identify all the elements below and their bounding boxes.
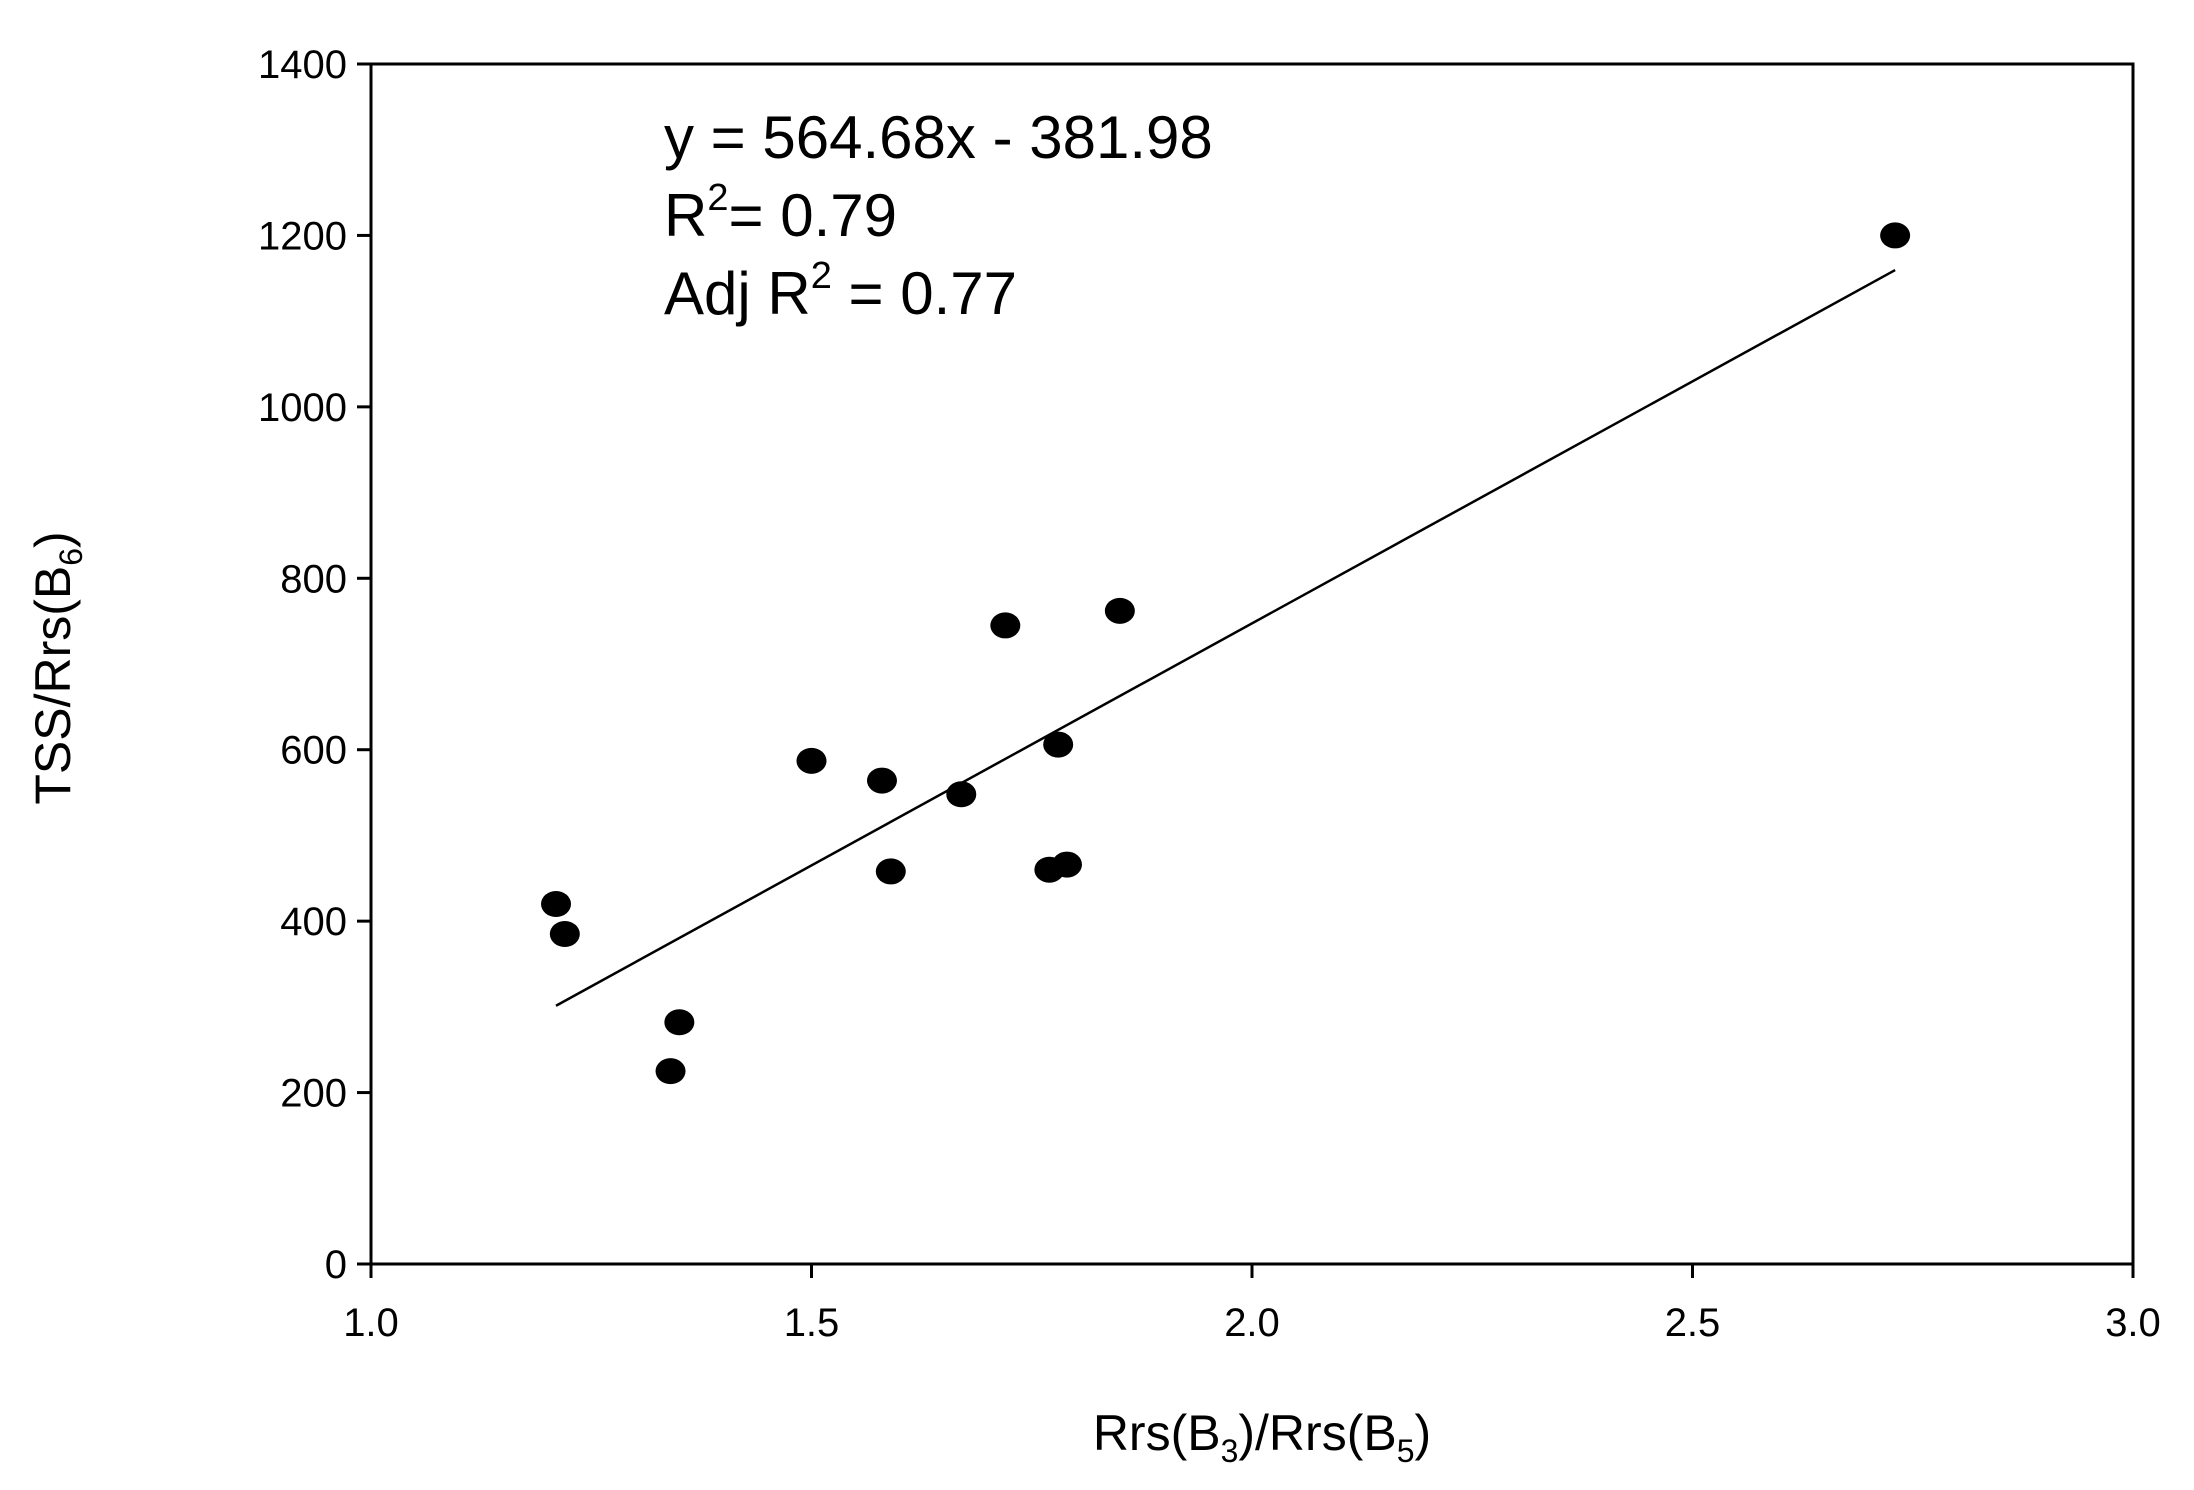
data-point [1043,731,1074,758]
data-point [990,612,1021,639]
data-point [655,1058,686,1085]
data-point [664,1009,695,1036]
y-tick-label: 200 [280,1072,347,1116]
r2-value: = 0.79 [728,182,897,249]
adj-r2-prefix: Adj R [664,260,811,327]
plot-frame [369,62,2135,1266]
x-axis-title: Rrs(B3)/Rrs(B5) [1093,1405,1431,1469]
data-point [875,858,906,885]
y-tick-label: 400 [280,900,347,944]
x-tick-label: 1.0 [343,1301,399,1345]
data-point [796,747,827,774]
y-tick-label: 1000 [258,386,347,430]
data-point [866,767,897,794]
data-point [1880,222,1911,249]
data-point [1051,851,1082,878]
data-points [541,222,1911,1085]
r2-superscript: 2 [707,177,728,219]
data-point [541,891,572,917]
y-tick-label: 600 [280,729,347,773]
adj-r2-value: = 0.77 [832,260,1017,327]
r2-prefix: R [664,182,707,249]
data-point [1104,597,1135,624]
r-squared: R2= 0.79 [664,177,897,249]
x-tick-label: 2.5 [1665,1301,1721,1345]
x-tick-label: 3.0 [2105,1301,2161,1345]
data-point [549,921,580,947]
regression-line [555,268,1896,1007]
y-axis-title: TSS/Rrs(B6) [25,531,89,804]
y-tick-label: 1200 [258,214,347,258]
adj-r2-superscript: 2 [811,255,832,297]
y-tick-label: 800 [280,557,347,601]
data-point [946,781,977,808]
y-axis: 0 200 400 600 800 1000 1200 1400 [258,43,371,1287]
regression-equation: y = 564.68x - 381.98 [664,104,1213,171]
y-tick-label: 0 [325,1243,347,1287]
x-tick-label: 1.5 [784,1301,840,1345]
x-axis: 1.0 1.5 2.0 2.5 3.0 [343,1264,2161,1345]
x-tick-label: 2.0 [1224,1301,1280,1345]
adjusted-r-squared: Adj R2 = 0.77 [664,255,1017,327]
y-tick-label: 1400 [258,43,347,87]
